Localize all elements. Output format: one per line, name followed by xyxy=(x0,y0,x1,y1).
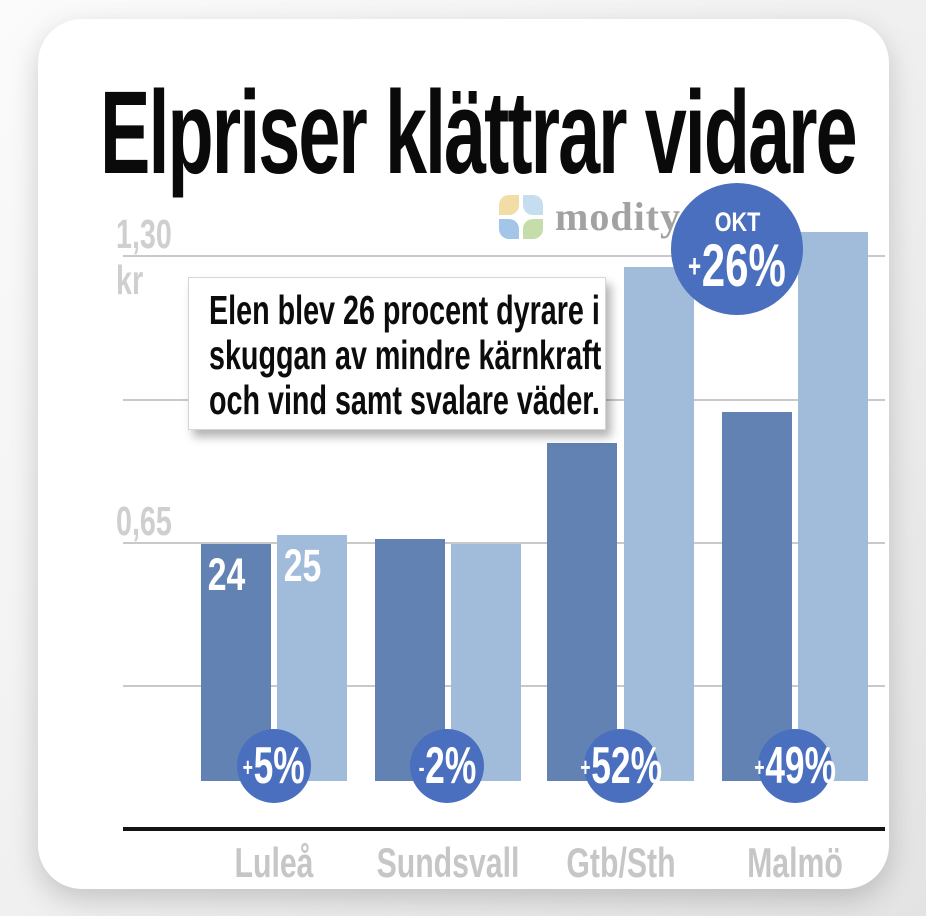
percent: 5% xyxy=(253,737,306,795)
annotation-box: Elen blev 26 procent dyrare i skuggan av… xyxy=(188,277,606,430)
infographic-card: Elpriser klättrar vidare modity OKT +26%… xyxy=(38,19,889,889)
bar-series-label: 25 xyxy=(283,540,322,591)
x-axis-label-sundsvall: Sundsvall xyxy=(376,839,520,886)
bar-malmo-24 xyxy=(722,412,792,781)
change-badge-malmo: +49% xyxy=(754,729,836,803)
percent: 52% xyxy=(591,737,662,795)
y-axis-tick-top: 1,30 xyxy=(116,211,172,257)
x-axis-label-lulea: Luleå xyxy=(234,839,314,886)
leaf-icon xyxy=(523,195,543,215)
change-badge-gtbsth: +52% xyxy=(580,729,662,803)
bar-malmo-25 xyxy=(798,232,868,781)
plus-sign: + xyxy=(688,247,702,284)
leaf-icon xyxy=(499,195,519,215)
change-value: -2% xyxy=(418,736,476,796)
sign: - xyxy=(418,752,425,782)
y-axis-tick-mid: 0,65 xyxy=(116,498,172,544)
bar-gtbsth-24 xyxy=(547,443,617,781)
bar-gtbsth-25 xyxy=(624,267,694,781)
change-badge-lulea: +5% xyxy=(237,729,311,803)
sign: + xyxy=(580,752,591,782)
change-value: +52% xyxy=(580,736,662,796)
percent: 49% xyxy=(765,737,836,795)
gridline-1-30 xyxy=(123,255,885,257)
leaf-icon xyxy=(523,219,543,239)
change-value: +5% xyxy=(243,736,305,796)
sign: + xyxy=(754,752,765,782)
annotation-line: och vind samt svalare väder. xyxy=(209,377,600,423)
leaf-icon xyxy=(499,219,519,239)
change-value: +49% xyxy=(754,736,836,796)
modity-logo-text: modity xyxy=(555,194,681,239)
y-axis-unit: kr xyxy=(116,257,144,303)
modity-logo-mark-icon xyxy=(499,195,543,239)
month-label: OKT xyxy=(714,206,760,237)
bar-series-label: 24 xyxy=(207,549,246,600)
x-axis-label-gtbsth: Gtb/Sth xyxy=(566,839,676,886)
x-axis-line xyxy=(123,827,885,831)
annotation-line: Elen blev 26 procent dyrare i xyxy=(209,287,600,333)
sign: + xyxy=(242,752,254,782)
month-change-badge: OKT +26% xyxy=(671,183,803,315)
gridline-0-65 xyxy=(123,542,885,544)
change-badge-sundsvall: -2% xyxy=(410,729,484,803)
month-change-percent: 26% xyxy=(701,231,786,299)
x-axis-label-malmo: Malmö xyxy=(747,839,843,886)
percent: 2% xyxy=(424,737,476,795)
page-title: Elpriser klättrar vidare xyxy=(100,67,858,199)
month-change-value: +26% xyxy=(688,235,786,295)
annotation-line: skuggan av mindre kärnkraft xyxy=(209,332,602,378)
